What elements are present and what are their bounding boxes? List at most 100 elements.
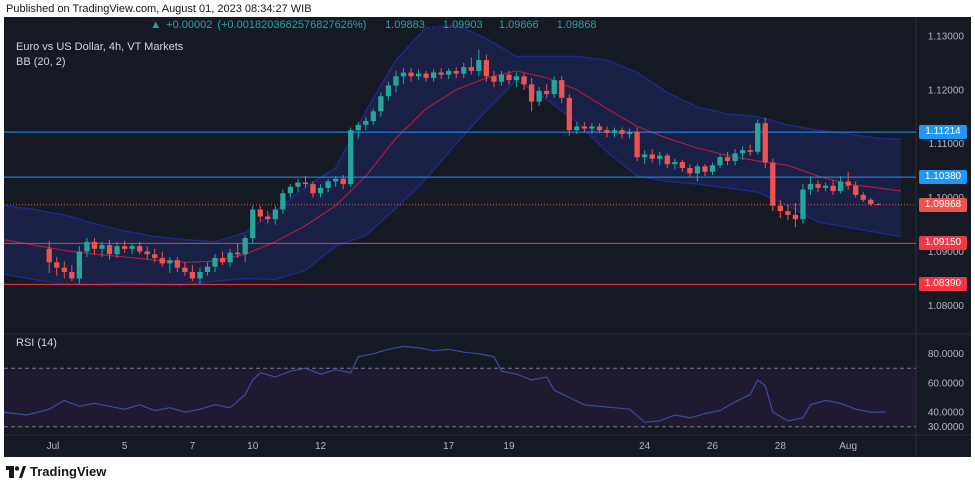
x-tick-label: 17 [443, 441, 455, 452]
candle [536, 87, 542, 106]
candle-body [182, 267, 188, 273]
candle [498, 70, 505, 86]
x-tick-label: 10 [247, 441, 259, 452]
candle [785, 204, 791, 221]
rsi-tick-label: 60.0000 [928, 378, 965, 389]
candle [468, 57, 474, 75]
candle [762, 117, 768, 168]
candle [174, 256, 180, 273]
candle [144, 246, 150, 260]
tradingview-logo-icon [6, 465, 26, 478]
candle-body [498, 74, 505, 82]
candle-body [634, 131, 640, 158]
candle-body [355, 124, 361, 131]
candle [129, 243, 135, 255]
level-price-tag: 1.10380 [919, 170, 967, 185]
candle [634, 127, 640, 161]
candle [551, 76, 557, 98]
candle [717, 154, 723, 168]
candle-body [348, 130, 354, 185]
candle [287, 184, 294, 198]
chart-panel[interactable]: 1.080001.090001.100001.110001.120001.130… [4, 17, 971, 457]
candle-body [559, 80, 565, 98]
candle-body [167, 260, 173, 264]
y-tick-label: 1.13000 [928, 31, 965, 42]
candle-body [114, 246, 120, 255]
candle [777, 200, 783, 219]
candle-body [84, 241, 90, 252]
rsi-tick-label: 80.0000 [928, 349, 965, 360]
candle-body [732, 153, 738, 161]
chart-canvas[interactable]: 1.080001.090001.100001.110001.120001.130… [4, 17, 971, 457]
y-tick-label: 1.12000 [928, 85, 965, 96]
candle [740, 146, 746, 160]
candle [845, 171, 851, 190]
candle [860, 192, 866, 202]
brand-name: TradingView [30, 464, 107, 479]
candle [506, 70, 512, 85]
candle [99, 241, 105, 257]
level-price-tag: 1.11214 [919, 125, 967, 140]
chart-title: Euro vs US Dollar, 4h, VT Markets [16, 41, 184, 53]
candle-body [807, 184, 814, 190]
candle [69, 265, 75, 282]
candle-body [724, 157, 731, 161]
candle-body [227, 252, 233, 263]
candle [340, 174, 346, 190]
candle-body [302, 182, 309, 185]
candle-body [672, 162, 678, 165]
candle [355, 122, 361, 139]
y-tick-label: 1.11000 [929, 139, 965, 150]
candle [770, 158, 776, 212]
candle-body [528, 84, 535, 102]
candle [657, 151, 663, 166]
x-tick-label: 24 [639, 441, 651, 452]
open-value: 1.09883 [385, 19, 425, 31]
candle-body [747, 150, 753, 152]
symbol-line: EURUSD-VIP, 240 1.09870 ▲ +0.00002 (+0.0… [4, 19, 597, 31]
candle [626, 128, 633, 139]
candle [242, 235, 248, 263]
open-label: O: [371, 19, 384, 31]
high-label: H: [429, 19, 441, 31]
candle-body [642, 154, 648, 158]
candle-body [204, 266, 211, 273]
candle [295, 178, 301, 193]
candle-body [325, 181, 331, 188]
candle [385, 81, 392, 101]
candle [378, 92, 384, 117]
x-tick-label: 7 [190, 441, 196, 452]
candle [415, 69, 422, 81]
candle-body [423, 73, 429, 78]
x-tick-label: Aug [839, 441, 857, 452]
candle [544, 84, 550, 98]
candle [461, 62, 467, 78]
candle-body [219, 257, 226, 263]
candle-body [702, 166, 708, 172]
candle [137, 241, 143, 255]
x-tick-label: 28 [775, 441, 787, 452]
candle-body [197, 272, 203, 279]
x-tick-label: Jul [47, 441, 60, 452]
candle-body [604, 130, 610, 133]
candle-body [438, 72, 444, 75]
candle [702, 164, 708, 177]
candle [709, 162, 716, 175]
candle-body [581, 126, 588, 129]
candle-body [822, 185, 829, 188]
candle-body [446, 70, 452, 75]
candle-body [566, 97, 572, 131]
candle [649, 149, 655, 163]
candle-body [762, 123, 768, 163]
tradingview-logo[interactable]: TradingView [6, 464, 106, 479]
candle [54, 256, 60, 276]
candle [596, 123, 603, 133]
candle [672, 158, 678, 170]
x-tick-label: 26 [707, 441, 719, 452]
last-price-tag: 1.09868 [919, 197, 967, 212]
candle [830, 180, 836, 195]
candle-body [468, 67, 474, 71]
candle [807, 176, 814, 195]
candle [121, 240, 128, 253]
candle-body [106, 245, 113, 255]
